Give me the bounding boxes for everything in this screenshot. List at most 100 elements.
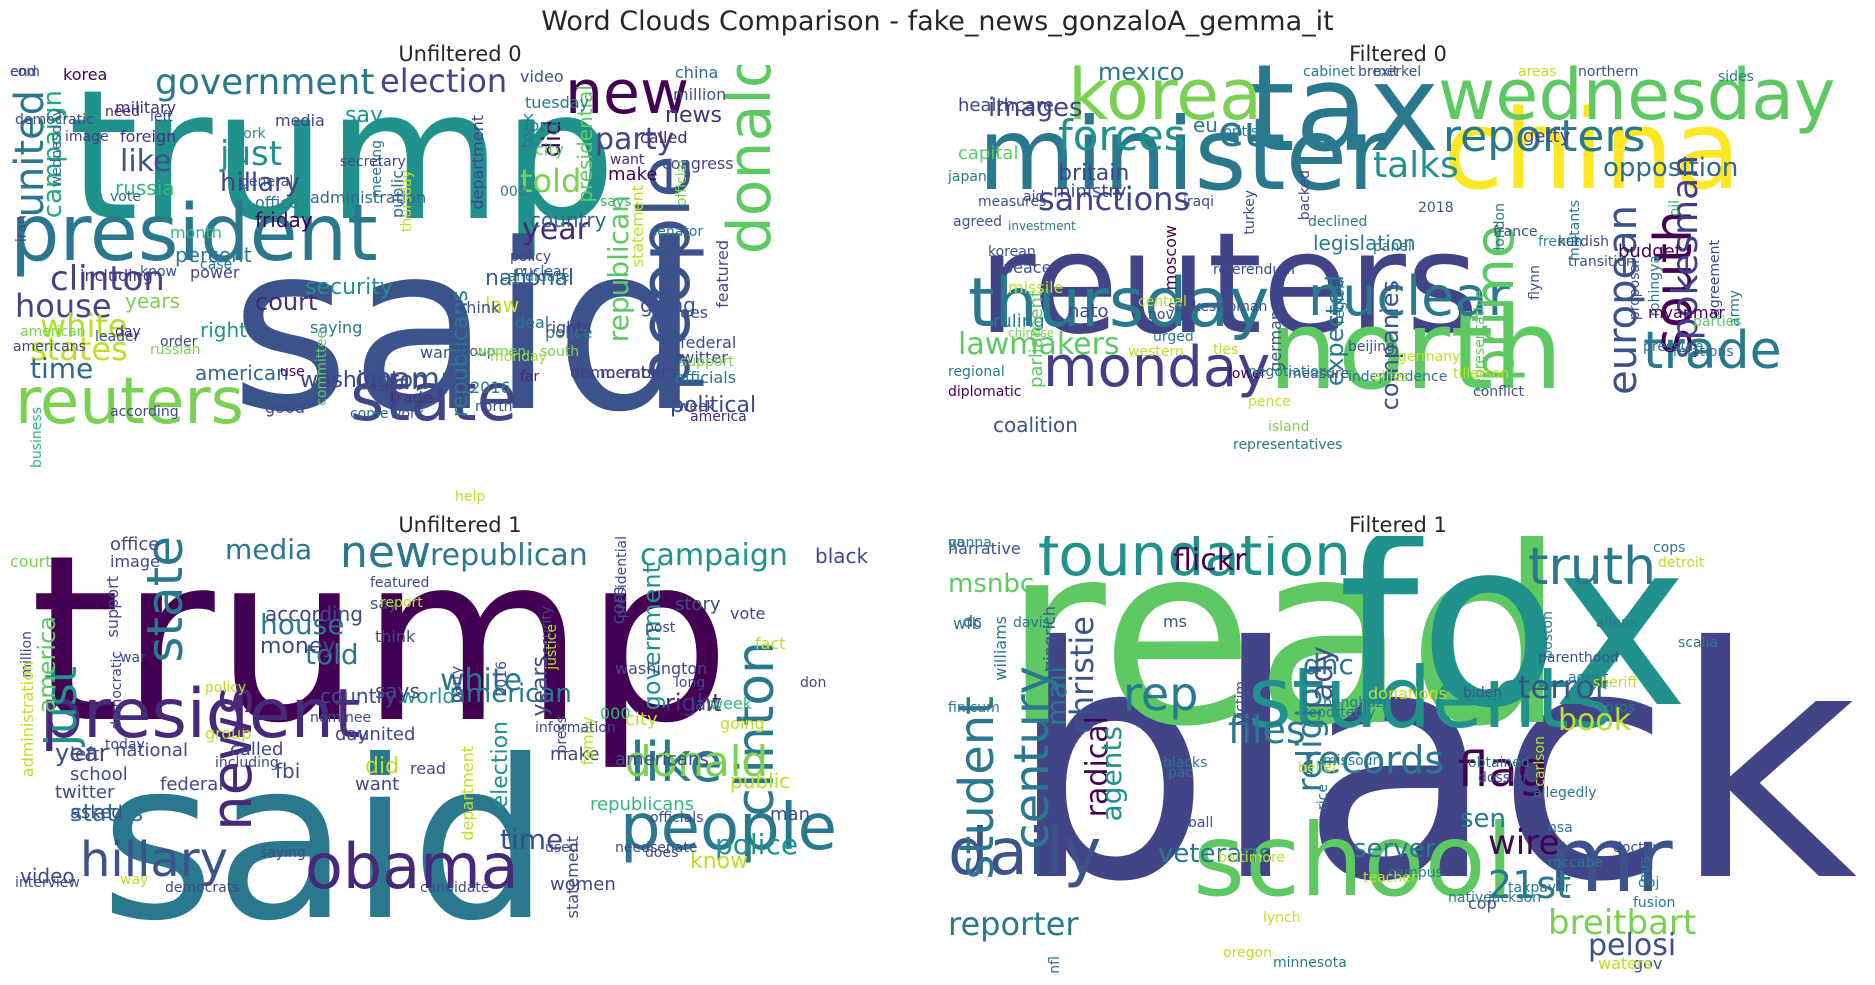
word-cloud-word: president (40, 675, 361, 754)
word-cloud-word: nuclear (515, 264, 568, 280)
word-cloud-word: post (645, 620, 676, 636)
word-cloud-word: minister (978, 96, 1389, 213)
word-cloud-word: wire (1488, 823, 1560, 863)
word-cloud-word: declined (1308, 214, 1368, 230)
word-cloud-word: does (670, 303, 709, 322)
word-cloud-word: day (335, 724, 369, 745)
word-cloud-word: britain (1058, 161, 1130, 186)
word-cloud-word: daily (948, 816, 1102, 890)
word-cloud-word: right (200, 318, 247, 342)
word-cloud-word: american (195, 361, 289, 385)
word-cloud-word: chinese (1008, 326, 1055, 340)
word-cloud-word: time (30, 352, 94, 385)
word-cloud-word: wfb (953, 614, 982, 633)
word-cloud-word: department (468, 115, 487, 210)
word-cloud-word: korea (1068, 65, 1263, 136)
word-cloud-word: mexico (1098, 65, 1185, 86)
word-cloud-word: native (1448, 890, 1492, 906)
word-cloud-word: government (155, 65, 375, 103)
word-cloud-word: administration (18, 661, 37, 778)
word-cloud-word: flynn (1527, 265, 1543, 300)
word-cloud-word: gonna (948, 536, 992, 551)
word-cloud-word: backed (1297, 170, 1313, 221)
word-cloud-word: white (40, 307, 128, 345)
word-cloud-word: used (545, 840, 579, 856)
word-cloud-word: school (1193, 802, 1514, 919)
word-cloud-word: end (10, 65, 37, 80)
word-cloud-word: want (610, 152, 645, 168)
word-cloud-word: doj (1638, 875, 1660, 891)
panel-title-filtered-1: Filtered 1 (1349, 513, 1447, 537)
word-cloud-word: twitter (55, 782, 115, 803)
word-cloud-word: come (350, 406, 389, 422)
word-cloud-word: million (673, 85, 727, 104)
word-cloud-word: militants (1567, 200, 1583, 262)
word-cloud-word: white (440, 663, 523, 698)
word-cloud-word: hillary (80, 832, 228, 888)
word-cloud-word: according (265, 602, 363, 626)
word-cloud-word: measures (978, 194, 1047, 210)
word-cloud-word: women (475, 344, 527, 360)
word-cloud-word: thursday (968, 264, 1270, 343)
word-cloud-word: police (715, 828, 799, 861)
word-cloud-word: week (710, 694, 753, 713)
word-cloud-word: statement (563, 836, 582, 919)
word-cloud-word: city (535, 140, 564, 159)
word-cloud-word: washington (615, 659, 708, 678)
word-cloud-word: media (225, 536, 313, 566)
word-cloud-word: say (370, 594, 398, 613)
word-cloud-word: reporter (948, 905, 1079, 943)
word-cloud-word: trade (1643, 321, 1782, 381)
word-cloud-word: french (1538, 234, 1583, 250)
word-cloud-word: election (380, 65, 508, 100)
word-cloud-word: nsa (1548, 820, 1573, 836)
word-cloud-word: monday (1043, 335, 1271, 400)
word-cloud-word: allegedly (1533, 785, 1597, 801)
word-cloud-word: military (115, 98, 177, 117)
word-cloud-word: belief (1298, 760, 1337, 776)
word-cloud-word: time (500, 823, 564, 856)
word-cloud-word: dossier (1478, 770, 1529, 786)
word-cloud-word: nov (1148, 307, 1174, 323)
word-cloud-filtered-1: black read fox school mr students foundation tr… (948, 536, 1868, 976)
word-cloud-word: vote (110, 189, 141, 205)
word-cloud-word: featured (370, 575, 430, 591)
word-cloud-word: department (458, 746, 477, 841)
word-cloud-word: 000 (600, 704, 631, 723)
word-cloud-word: says (375, 679, 420, 703)
word-cloud-word: ball (1188, 815, 1214, 831)
word-cloud-word: help (455, 489, 486, 505)
word-cloud-word: student (949, 696, 1005, 880)
word-cloud-word: group (455, 344, 496, 360)
word-cloud-word: story (675, 594, 721, 615)
word-cloud-word: business (29, 407, 45, 469)
word-cloud-word: congress (662, 154, 734, 173)
word-cloud-word: want (355, 774, 400, 795)
word-cloud-word: referendum (1213, 262, 1295, 278)
word-cloud-word: official (674, 160, 690, 207)
word-cloud-word: needsenate (615, 840, 698, 856)
word-cloud-word: nominee (310, 710, 372, 726)
word-cloud-word: independence (1348, 369, 1448, 385)
word-cloud-word: breitbart (1548, 903, 1697, 943)
word-cloud-word: benghazi (1323, 695, 1387, 711)
word-cloud-word: just (220, 134, 283, 174)
word-cloud-word: ministry (1053, 181, 1127, 202)
word-cloud-word: new (565, 65, 690, 128)
word-cloud-word: does (645, 845, 679, 861)
word-cloud-word: new (340, 536, 431, 578)
word-cloud-word: people (620, 791, 837, 865)
word-cloud-word: man (770, 804, 810, 825)
word-cloud-word: world (400, 684, 456, 708)
word-cloud-word: use (280, 364, 305, 380)
word-cloud-word: victim (1233, 681, 1249, 724)
word-cloud-word: opposition (1603, 153, 1739, 183)
word-cloud-word: tillerson (1453, 366, 1510, 382)
word-cloud-word: saying (310, 318, 363, 337)
word-cloud-word: students (1248, 649, 1613, 747)
word-cloud-word: republican (430, 538, 588, 573)
word-cloud-word: soros (1598, 700, 1636, 716)
word-cloud-word: northern (1578, 65, 1639, 80)
word-cloud-word: minnesota (1273, 955, 1347, 971)
word-cloud-word: gov (1633, 954, 1663, 973)
